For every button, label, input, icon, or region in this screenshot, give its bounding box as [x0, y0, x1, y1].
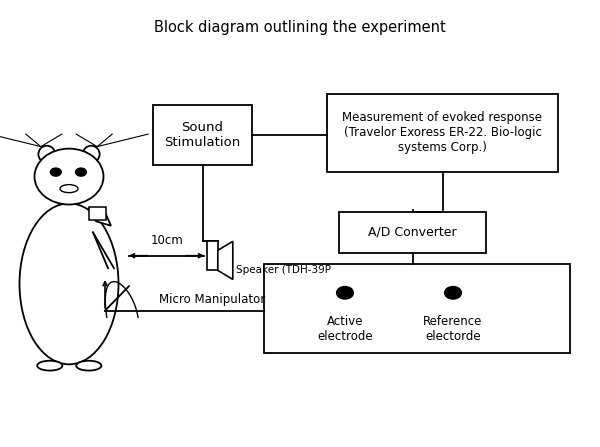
Bar: [89, 207, 106, 220]
Text: Block diagram outlining the experiment: Block diagram outlining the experiment: [154, 20, 446, 35]
Text: Speaker (TDH-39P: Speaker (TDH-39P: [236, 265, 331, 274]
Bar: [153, 105, 252, 165]
Ellipse shape: [83, 146, 100, 163]
Polygon shape: [89, 208, 111, 226]
Text: Reference
electorde: Reference electorde: [424, 315, 482, 343]
Circle shape: [50, 168, 61, 176]
Bar: [207, 241, 218, 270]
Text: Sound
Stimulation: Sound Stimulation: [164, 121, 241, 149]
Ellipse shape: [60, 185, 78, 193]
Text: Active
electrode: Active electrode: [317, 315, 373, 343]
Polygon shape: [218, 241, 233, 279]
Circle shape: [445, 287, 461, 299]
Circle shape: [76, 168, 86, 176]
Text: Micro Manipulator: Micro Manipulator: [159, 293, 265, 306]
Circle shape: [337, 287, 353, 299]
Ellipse shape: [37, 361, 62, 371]
Bar: [264, 264, 570, 353]
Bar: [327, 94, 558, 172]
Ellipse shape: [35, 148, 104, 205]
Ellipse shape: [76, 361, 101, 371]
Text: 10cm: 10cm: [151, 234, 183, 247]
Ellipse shape: [19, 203, 119, 364]
Text: A/D Converter: A/D Converter: [368, 226, 457, 239]
Text: Measurement of evoked response
(Travelor Exoress ER-22. Bio-logic
systems Corp.): Measurement of evoked response (Travelor…: [343, 111, 542, 155]
Ellipse shape: [38, 146, 55, 163]
Bar: [339, 212, 486, 253]
